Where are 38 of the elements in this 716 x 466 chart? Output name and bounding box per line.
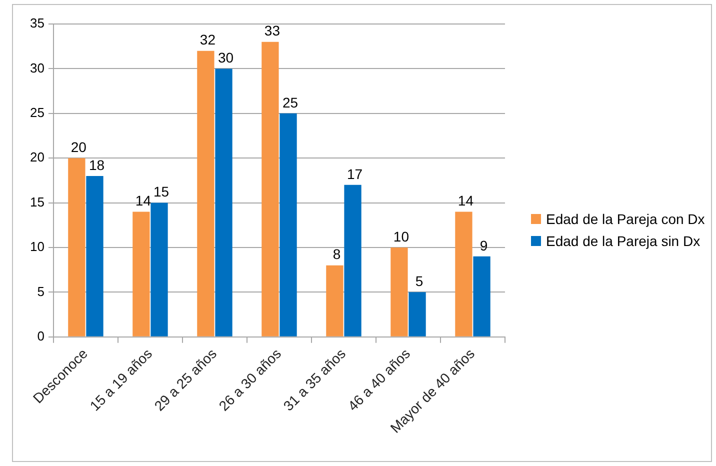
y-tick-label: 5 [37,284,44,299]
data-label: 18 [88,156,105,173]
data-label: 17 [346,166,363,182]
legend-label: Edad de la Pareja sin Dx [546,232,700,251]
bar [197,50,214,336]
bar [262,42,279,336]
y-tick-label: 15 [30,194,44,210]
y-tick-label: 30 [30,60,44,76]
data-label: 25 [282,94,298,110]
y-tick-label: 0 [37,328,44,344]
bar [86,176,104,336]
data-label: 9 [480,237,488,254]
data-label: 14 [458,192,474,209]
bar [344,184,362,336]
y-tick-label: 10 [30,239,44,254]
data-label: 20 [70,138,87,155]
bar [150,202,168,336]
data-label: 33 [264,22,280,39]
bar [473,256,490,336]
data-label: 32 [200,32,216,48]
data-label: 14 [135,192,152,209]
bar [326,265,344,336]
data-label: 8 [332,246,341,262]
data-label: 15 [153,184,170,200]
bar [455,212,472,336]
bar [390,247,408,336]
y-tick-label: 25 [30,104,44,120]
bar [280,113,297,336]
bar [215,68,232,336]
legend-label: Edad de la Pareja con Dx [546,210,705,229]
data-label: 10 [393,228,410,244]
bar [68,158,86,336]
data-label: 5 [415,273,424,290]
y-tick-label: 35 [30,16,44,31]
data-label: 30 [218,50,234,66]
bar [132,212,150,336]
bar [408,292,426,336]
y-tick-label: 20 [30,150,44,165]
